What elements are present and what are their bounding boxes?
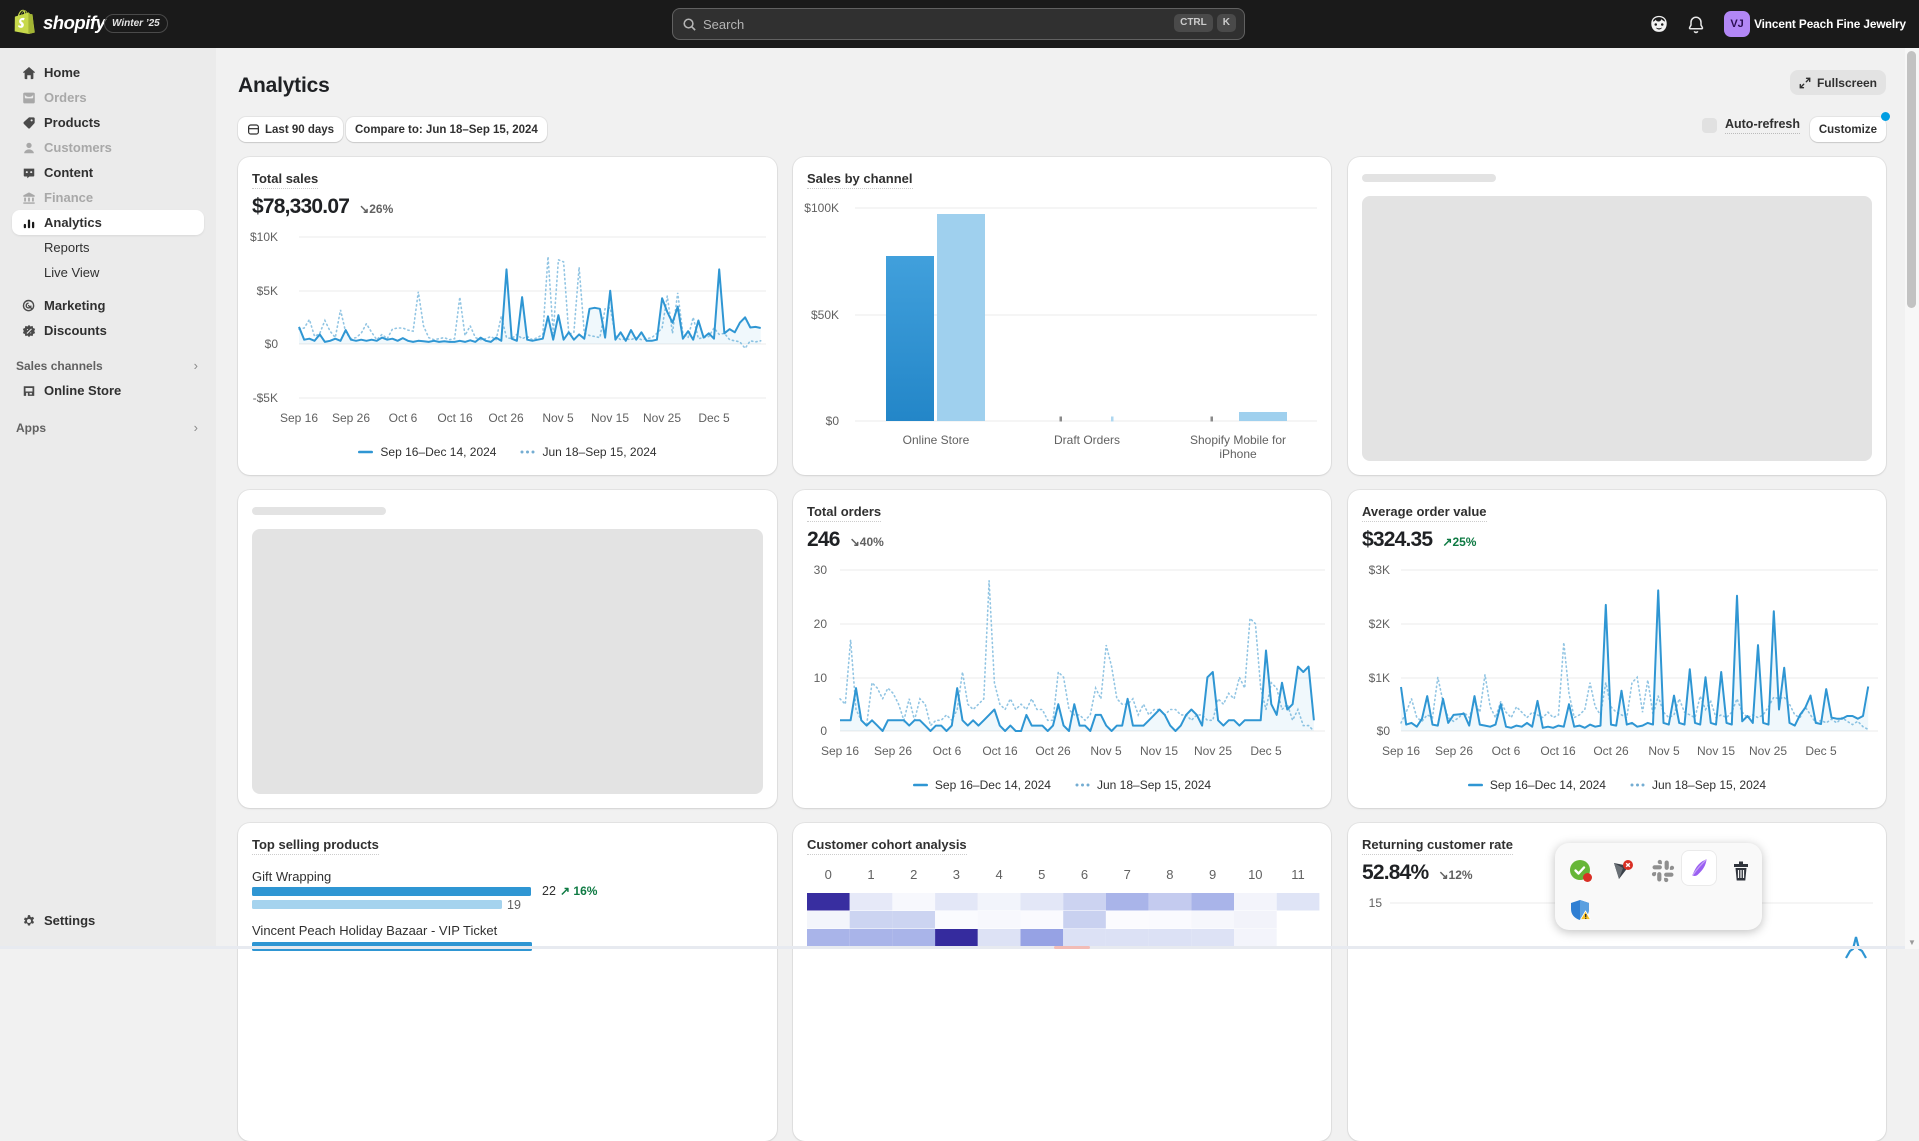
svg-text:10: 10 — [814, 671, 828, 685]
svg-text:Nov 5: Nov 5 — [1090, 744, 1122, 758]
svg-text:Shopify Mobile for: Shopify Mobile for — [1190, 433, 1286, 447]
svg-text:$2K: $2K — [1369, 617, 1390, 631]
svg-text:Dec 5: Dec 5 — [698, 411, 730, 425]
svg-text:10: 10 — [1248, 867, 1262, 882]
svg-text:iPhone: iPhone — [1219, 447, 1257, 461]
svg-text:Sep 26: Sep 26 — [1435, 744, 1473, 758]
svg-text:Nov 15: Nov 15 — [1140, 744, 1178, 758]
svg-text:5: 5 — [1038, 867, 1045, 882]
svg-text:2: 2 — [910, 867, 917, 882]
svg-text:Sep 26: Sep 26 — [332, 411, 370, 425]
svg-text:Nov 15: Nov 15 — [591, 411, 629, 425]
svg-text:1: 1 — [867, 867, 874, 882]
svg-text:$1K: $1K — [1369, 671, 1390, 685]
svg-text:Nov 5: Nov 5 — [542, 411, 574, 425]
svg-text:Oct 6: Oct 6 — [1492, 744, 1521, 758]
svg-text:20: 20 — [814, 617, 828, 631]
svg-text:Nov 25: Nov 25 — [1194, 744, 1232, 758]
svg-text:Oct 6: Oct 6 — [389, 411, 418, 425]
svg-text:Draft Orders: Draft Orders — [1054, 433, 1120, 447]
svg-text:Nov 25: Nov 25 — [643, 411, 681, 425]
svg-text:6: 6 — [1081, 867, 1088, 882]
svg-text:11: 11 — [1291, 867, 1305, 882]
svg-text:Nov 25: Nov 25 — [1749, 744, 1787, 758]
svg-text:$100K: $100K — [804, 201, 839, 215]
svg-text:Oct 16: Oct 16 — [1540, 744, 1576, 758]
svg-text:$0: $0 — [265, 337, 279, 351]
svg-text:Oct 26: Oct 26 — [1035, 744, 1071, 758]
svg-text:Oct 6: Oct 6 — [933, 744, 962, 758]
svg-text:$0: $0 — [826, 414, 840, 428]
svg-text:Nov 5: Nov 5 — [1648, 744, 1680, 758]
svg-text:Oct 16: Oct 16 — [982, 744, 1018, 758]
svg-text:30: 30 — [814, 563, 828, 577]
svg-text:Nov 15: Nov 15 — [1697, 744, 1735, 758]
svg-text:Sep 16: Sep 16 — [1382, 744, 1420, 758]
svg-text:$5K: $5K — [257, 284, 278, 298]
svg-text:9: 9 — [1209, 867, 1216, 882]
svg-text:$0: $0 — [1377, 724, 1391, 738]
svg-text:Sep 16: Sep 16 — [821, 744, 859, 758]
svg-text:$3K: $3K — [1369, 563, 1390, 577]
svg-text:4: 4 — [995, 867, 1002, 882]
svg-text:7: 7 — [1124, 867, 1131, 882]
svg-text:15: 15 — [1369, 896, 1383, 910]
svg-text:Oct 26: Oct 26 — [488, 411, 524, 425]
svg-text:Dec 5: Dec 5 — [1805, 744, 1837, 758]
svg-text:Dec 5: Dec 5 — [1250, 744, 1282, 758]
svg-text:3: 3 — [953, 867, 960, 882]
svg-text:8: 8 — [1166, 867, 1173, 882]
svg-text:0: 0 — [820, 724, 827, 738]
svg-text:Online Store: Online Store — [903, 433, 970, 447]
svg-text:Sep 16: Sep 16 — [280, 411, 318, 425]
svg-text:Oct 26: Oct 26 — [1593, 744, 1629, 758]
svg-text:$10K: $10K — [250, 230, 278, 244]
svg-text:Oct 16: Oct 16 — [437, 411, 473, 425]
svg-text:-$5K: -$5K — [253, 391, 278, 405]
svg-text:Sep 26: Sep 26 — [874, 744, 912, 758]
svg-text:$50K: $50K — [811, 308, 839, 322]
svg-text:0: 0 — [825, 867, 832, 882]
